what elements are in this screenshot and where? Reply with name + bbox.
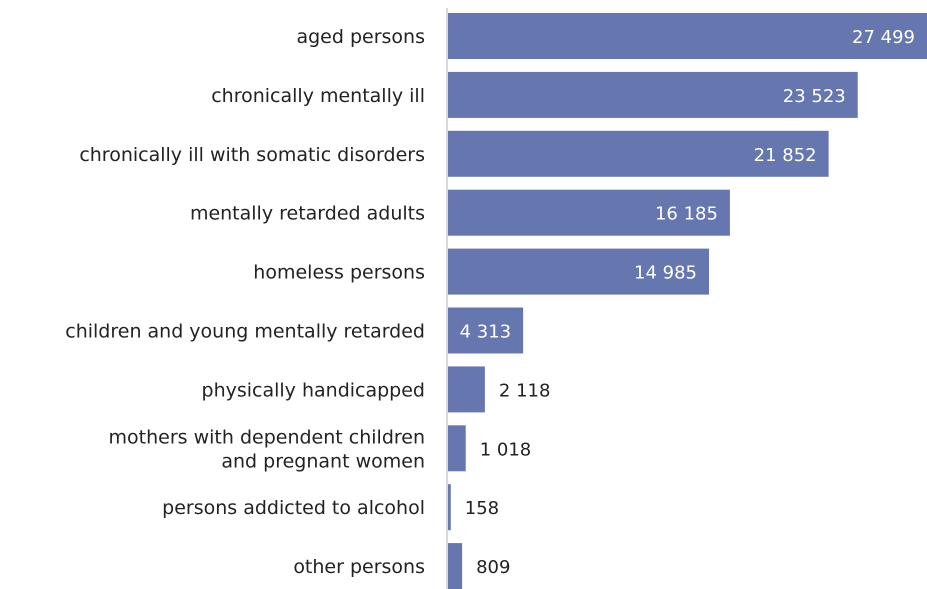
bar — [448, 13, 927, 59]
category-label: chronically ill with somatic disorders — [79, 144, 425, 166]
bar — [448, 71, 858, 118]
value-label: 2 118 — [499, 380, 551, 401]
bar — [448, 130, 829, 177]
bar — [448, 543, 463, 589]
category-labels-group: aged persons chronically mentally ill chro… — [65, 26, 425, 578]
value-label: 158 — [465, 498, 499, 519]
category-label: children and young mentally retarded — [65, 321, 425, 343]
value-label: 16 185 — [655, 204, 718, 225]
bar — [448, 307, 524, 354]
value-label: 23 523 — [783, 86, 846, 107]
category-label: persons addicted to alcohol — [162, 497, 425, 519]
category-label: chronically mentally ill — [211, 85, 425, 107]
value-label: 14 985 — [634, 263, 697, 284]
bar — [448, 484, 451, 531]
category-label: homeless persons — [253, 262, 425, 284]
bar — [448, 248, 710, 295]
category-label: mentally retarded adults — [190, 203, 425, 225]
value-label: 1 018 — [480, 439, 532, 460]
value-label: 4 313 — [460, 322, 512, 343]
value-label: 809 — [476, 557, 510, 578]
category-label: other persons — [293, 556, 425, 578]
bar — [448, 425, 466, 472]
value-label: 27 499 — [852, 27, 915, 48]
bar — [448, 189, 730, 236]
category-label: aged persons — [296, 26, 425, 48]
category-label: physically handicapped — [202, 379, 425, 401]
value-label: 21 852 — [754, 145, 817, 166]
bars-group — [448, 13, 927, 589]
bar — [448, 366, 485, 413]
category-label: mothers with dependent children and pregn… — [109, 426, 425, 472]
value-labels-group: 27 499 23 523 21 852 16 185 14 985 4 313 2 118… — [460, 27, 915, 578]
